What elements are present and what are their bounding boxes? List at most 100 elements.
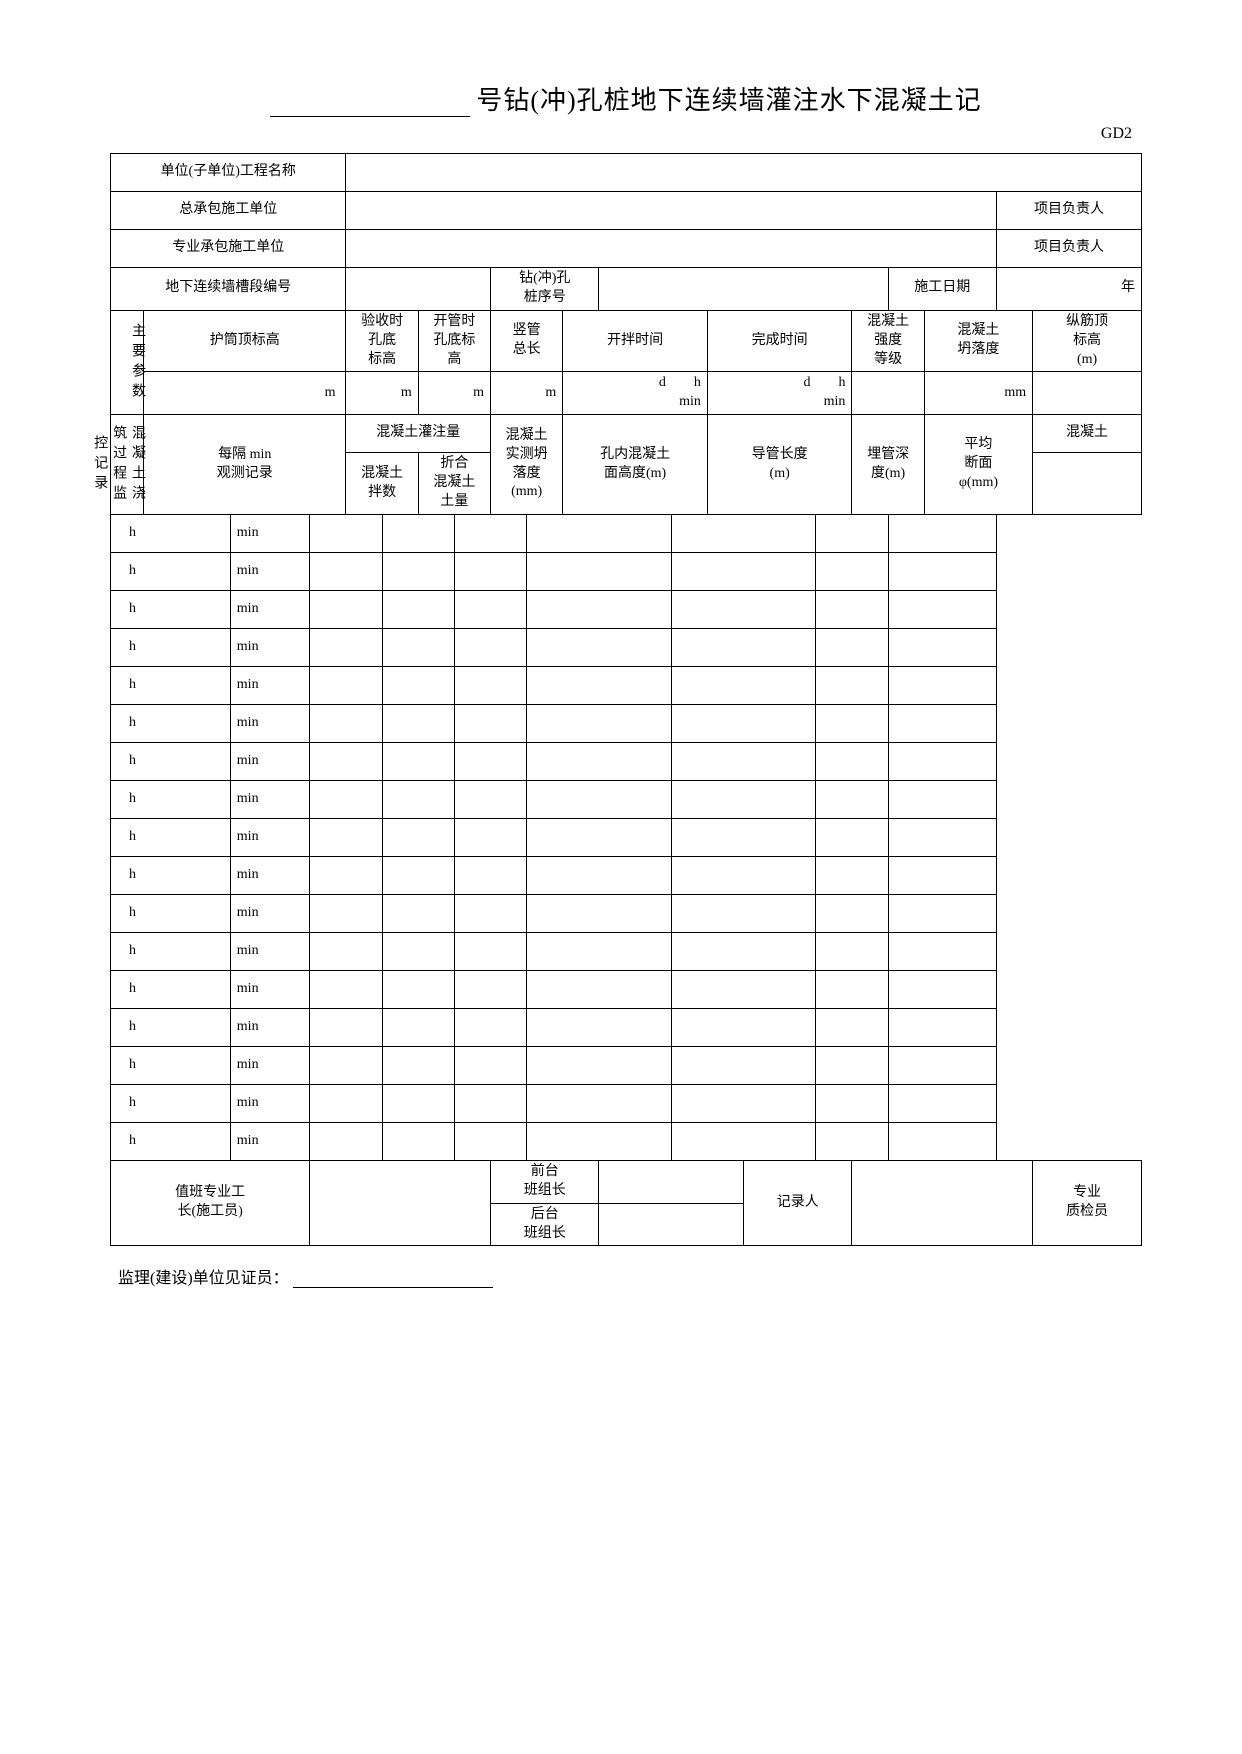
- cell-slump[interactable]: [454, 818, 526, 856]
- cell-min[interactable]: min: [230, 552, 310, 590]
- cell-equiv[interactable]: [382, 666, 454, 704]
- cell-pipelen[interactable]: [671, 742, 816, 780]
- cell-face[interactable]: [527, 1084, 672, 1122]
- cell-slump[interactable]: [454, 932, 526, 970]
- cell-bury[interactable]: [816, 818, 888, 856]
- cell-face[interactable]: [527, 552, 672, 590]
- cell-mixcount[interactable]: [310, 666, 382, 704]
- cell-mixcount[interactable]: [310, 742, 382, 780]
- cell-mixcount[interactable]: [310, 856, 382, 894]
- field-front-team[interactable]: [599, 1160, 744, 1203]
- cell-bury[interactable]: [816, 1122, 888, 1160]
- cell-pipelen[interactable]: [671, 552, 816, 590]
- cell-equiv[interactable]: [382, 514, 454, 552]
- cell-min[interactable]: min: [230, 590, 310, 628]
- cell-slump[interactable]: [454, 552, 526, 590]
- cell-phi[interactable]: [888, 1084, 996, 1122]
- cell-equiv[interactable]: [382, 894, 454, 932]
- unit-blank2[interactable]: [1033, 372, 1142, 415]
- cell-min[interactable]: min: [230, 704, 310, 742]
- cell-mixcount[interactable]: [310, 552, 382, 590]
- field-date[interactable]: 年: [997, 268, 1142, 311]
- cell-h[interactable]: h: [111, 704, 231, 742]
- field-pc[interactable]: [346, 230, 997, 268]
- cell-h[interactable]: h: [111, 742, 231, 780]
- cell-pipelen[interactable]: [671, 932, 816, 970]
- cell-equiv[interactable]: [382, 1122, 454, 1160]
- cell-bury[interactable]: [816, 704, 888, 742]
- cell-h[interactable]: h: [111, 1008, 231, 1046]
- cell-bury[interactable]: [816, 742, 888, 780]
- cell-slump[interactable]: [454, 704, 526, 742]
- cell-face[interactable]: [527, 1122, 672, 1160]
- cell-slump[interactable]: [454, 590, 526, 628]
- cell-slump[interactable]: [454, 1046, 526, 1084]
- cell-pipelen[interactable]: [671, 856, 816, 894]
- cell-mixcount[interactable]: [310, 1122, 382, 1160]
- cell-bury[interactable]: [816, 590, 888, 628]
- cell-pipelen[interactable]: [671, 1084, 816, 1122]
- cell-min[interactable]: min: [230, 1008, 310, 1046]
- cell-bury[interactable]: [816, 1084, 888, 1122]
- cell-mixcount[interactable]: [310, 970, 382, 1008]
- cell-pipelen[interactable]: [671, 1046, 816, 1084]
- cell-h[interactable]: h: [111, 780, 231, 818]
- cell-h[interactable]: h: [111, 628, 231, 666]
- title-blank[interactable]: [270, 91, 470, 117]
- cell-slump[interactable]: [454, 780, 526, 818]
- cell-bury[interactable]: [816, 780, 888, 818]
- cell-mixcount[interactable]: [310, 780, 382, 818]
- cell-h[interactable]: h: [111, 552, 231, 590]
- cell-h[interactable]: h: [111, 894, 231, 932]
- cell-equiv[interactable]: [382, 628, 454, 666]
- cell-pipelen[interactable]: [671, 704, 816, 742]
- field-pile-seq[interactable]: [599, 268, 888, 311]
- cell-min[interactable]: min: [230, 628, 310, 666]
- cell-equiv[interactable]: [382, 1008, 454, 1046]
- cell-bury[interactable]: [816, 932, 888, 970]
- cell-phi[interactable]: [888, 514, 996, 552]
- cell-min[interactable]: min: [230, 1046, 310, 1084]
- field-back-team[interactable]: [599, 1203, 744, 1246]
- cell-pipelen[interactable]: [671, 628, 816, 666]
- cell-face[interactable]: [527, 1046, 672, 1084]
- cell-mixcount[interactable]: [310, 932, 382, 970]
- cell-pipelen[interactable]: [671, 590, 816, 628]
- cell-face[interactable]: [527, 894, 672, 932]
- cell-face[interactable]: [527, 590, 672, 628]
- cell-phi[interactable]: [888, 780, 996, 818]
- cell-bury[interactable]: [816, 1046, 888, 1084]
- cell-mixcount[interactable]: [310, 894, 382, 932]
- cell-phi[interactable]: [888, 894, 996, 932]
- cell-bury[interactable]: [816, 1008, 888, 1046]
- cell-pipelen[interactable]: [671, 894, 816, 932]
- cell-min[interactable]: min: [230, 818, 310, 856]
- cell-equiv[interactable]: [382, 856, 454, 894]
- cell-mixcount[interactable]: [310, 514, 382, 552]
- field-duty-eng[interactable]: [310, 1160, 491, 1246]
- cell-mixcount[interactable]: [310, 818, 382, 856]
- cell-equiv[interactable]: [382, 590, 454, 628]
- cell-slump[interactable]: [454, 1122, 526, 1160]
- cell-bury[interactable]: [816, 666, 888, 704]
- cell-face[interactable]: [527, 932, 672, 970]
- cell-phi[interactable]: [888, 818, 996, 856]
- cell-phi[interactable]: [888, 590, 996, 628]
- cell-face[interactable]: [527, 514, 672, 552]
- cell-equiv[interactable]: [382, 704, 454, 742]
- cell-pipelen[interactable]: [671, 780, 816, 818]
- cell-h[interactable]: h: [111, 856, 231, 894]
- cell-slump[interactable]: [454, 1084, 526, 1122]
- cell-bury[interactable]: [816, 552, 888, 590]
- cell-face[interactable]: [527, 742, 672, 780]
- cell-min[interactable]: min: [230, 742, 310, 780]
- cell-face[interactable]: [527, 856, 672, 894]
- cell-slump[interactable]: [454, 628, 526, 666]
- cell-pipelen[interactable]: [671, 970, 816, 1008]
- cell-bury[interactable]: [816, 514, 888, 552]
- cell-h[interactable]: h: [111, 1046, 231, 1084]
- cell-bury[interactable]: [816, 628, 888, 666]
- cell-slump[interactable]: [454, 742, 526, 780]
- cell-mixcount[interactable]: [310, 628, 382, 666]
- field-unit-project[interactable]: [346, 154, 1142, 192]
